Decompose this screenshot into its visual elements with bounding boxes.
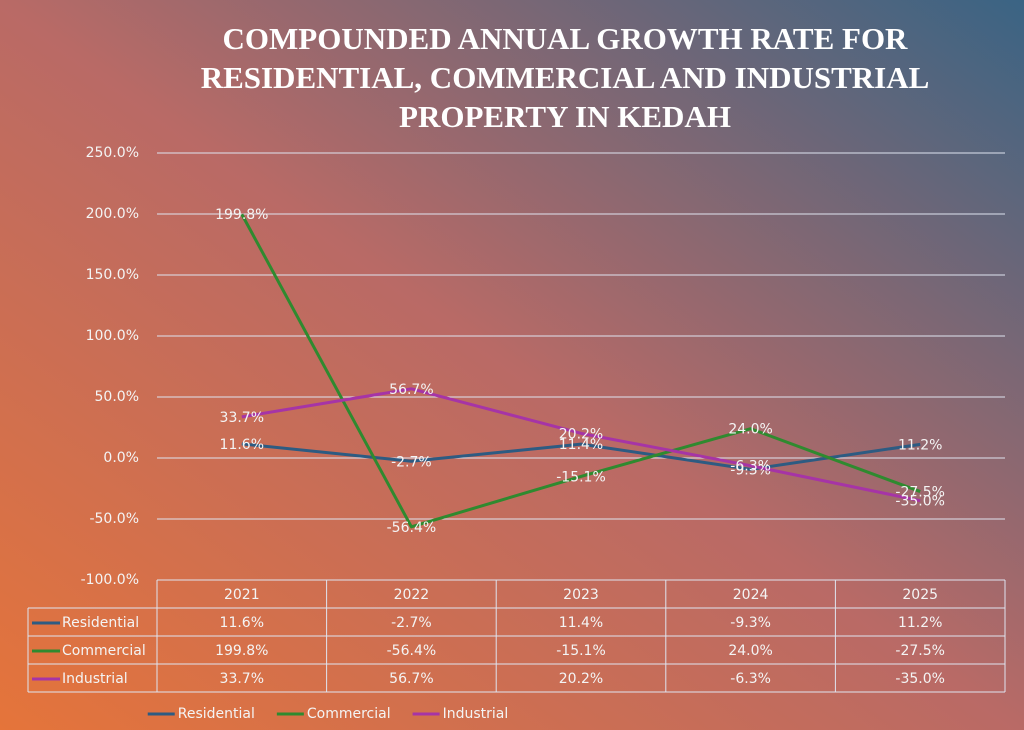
y-tick-label: 0.0% xyxy=(103,450,139,466)
table-cell: -6.3% xyxy=(730,671,771,687)
data-label: 199.8% xyxy=(215,207,268,223)
table-cell: -35.0% xyxy=(895,671,945,687)
table-cell: -56.4% xyxy=(387,643,437,659)
y-tick-label: 200.0% xyxy=(86,206,139,222)
series-line xyxy=(241,387,921,503)
table-cell: 33.7% xyxy=(220,671,264,687)
y-tick-label: -50.0% xyxy=(89,511,139,527)
table-cell: 11.4% xyxy=(559,615,603,631)
series-line xyxy=(241,442,921,471)
y-tick-label: -100.0% xyxy=(81,572,139,588)
chart-title: PROPERTY IN KEDAH xyxy=(399,99,731,134)
data-label: -27.5% xyxy=(895,485,945,501)
data-label: 20.2% xyxy=(559,426,603,442)
table-cell: -27.5% xyxy=(895,643,945,659)
table-row-label: Residential xyxy=(62,615,139,631)
table-row-label: Industrial xyxy=(62,671,128,687)
y-tick-label: 50.0% xyxy=(95,389,139,405)
data-label: 56.7% xyxy=(389,382,433,398)
x-tick-label: 2023 xyxy=(563,587,599,603)
chart-title: COMPOUNDED ANNUAL GROWTH RATE FOR xyxy=(223,21,909,56)
data-label: 11.2% xyxy=(898,437,942,453)
legend-label: Industrial xyxy=(443,706,509,722)
legend-label: Commercial xyxy=(307,706,391,722)
table-cell: -15.1% xyxy=(556,643,606,659)
x-tick-label: 2022 xyxy=(394,587,430,603)
series-line xyxy=(240,213,921,529)
chart-title: RESIDENTIAL, COMMERCIAL AND INDUSTRIAL xyxy=(201,60,930,95)
y-tick-label: 250.0% xyxy=(86,145,139,161)
data-label: -35.0% xyxy=(895,494,945,510)
table-cell: 11.2% xyxy=(898,615,942,631)
data-label: -2.7% xyxy=(391,454,432,470)
table-cell: 199.8% xyxy=(215,643,268,659)
x-tick-label: 2025 xyxy=(902,587,938,603)
table-cell: 11.6% xyxy=(220,615,264,631)
legend-label: Residential xyxy=(178,706,255,722)
x-tick-label: 2021 xyxy=(224,587,260,603)
data-label: -6.3% xyxy=(730,459,771,475)
y-tick-label: 150.0% xyxy=(86,267,139,283)
data-label: -15.1% xyxy=(556,469,606,485)
y-tick-label: 100.0% xyxy=(86,328,139,344)
table-cell: 20.2% xyxy=(559,671,603,687)
table-cell: -2.7% xyxy=(391,615,432,631)
table-cell: 24.0% xyxy=(728,643,772,659)
data-label: -56.4% xyxy=(387,520,437,536)
table-row-label: Commercial xyxy=(62,643,146,659)
data-label: 24.0% xyxy=(728,422,772,438)
table-cell: -9.3% xyxy=(730,615,771,631)
data-label: 33.7% xyxy=(220,410,264,426)
data-label: 11.4% xyxy=(559,437,603,453)
table-cell: 56.7% xyxy=(389,671,433,687)
x-tick-label: 2024 xyxy=(733,587,769,603)
data-label: 11.6% xyxy=(220,437,264,453)
